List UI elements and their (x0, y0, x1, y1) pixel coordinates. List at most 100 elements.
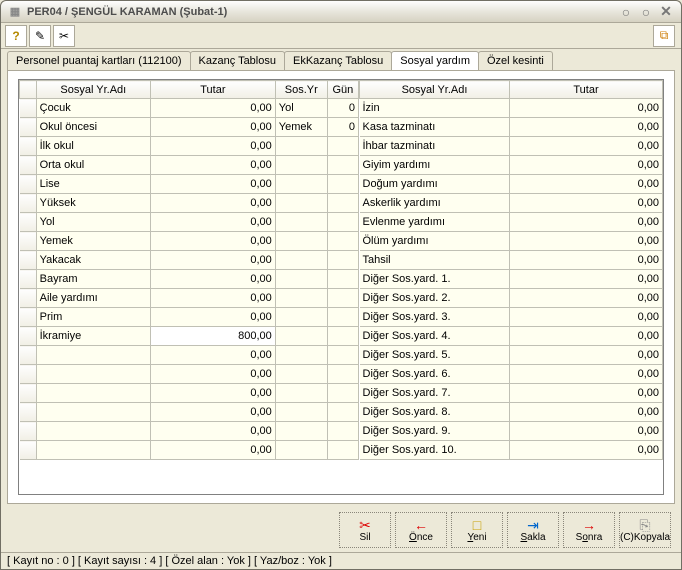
cell-amount[interactable]: 0,00 (151, 441, 276, 460)
sakla-button[interactable]: ⇥Sakla (507, 512, 559, 548)
cell-name[interactable]: İlk okul (36, 137, 150, 156)
row-header[interactable] (20, 137, 37, 156)
row-header[interactable] (20, 346, 37, 365)
table-row[interactable]: Yol0,00 (20, 213, 359, 232)
cell-syr[interactable] (275, 213, 327, 232)
col-name-right[interactable]: Sosyal Yr.Adı (360, 81, 510, 99)
cell-amount[interactable]: 0,00 (510, 251, 663, 270)
cell-name[interactable]: İhbar tazminatı (360, 137, 510, 156)
cell-gun[interactable] (327, 213, 358, 232)
cell-amount[interactable]: 0,00 (510, 289, 663, 308)
table-row[interactable]: Ölüm yardımı0,00 (360, 232, 663, 251)
cell-amount[interactable]: 0,00 (510, 156, 663, 175)
tab-kazanc[interactable]: Kazanç Tablosu (190, 51, 285, 70)
table-row[interactable]: Evlenme yardımı0,00 (360, 213, 663, 232)
cell-name[interactable]: Diğer Sos.yard. 10. (360, 441, 510, 460)
cell-syr[interactable] (275, 232, 327, 251)
tab-personel[interactable]: Personel puantaj kartları (112100) (7, 51, 191, 70)
table-row[interactable]: 0,00 (20, 441, 359, 460)
table-row[interactable]: İhbar tazminatı0,00 (360, 137, 663, 156)
cell-amount[interactable]: 0,00 (510, 441, 663, 460)
row-header[interactable] (20, 422, 37, 441)
cell-syr[interactable]: Yemek (275, 118, 327, 137)
cell-amount[interactable]: 0,00 (510, 99, 663, 118)
cell-name[interactable]: Prim (36, 308, 150, 327)
cell-amount[interactable]: 0,00 (151, 99, 276, 118)
cell-name[interactable]: Bayram (36, 270, 150, 289)
cell-name[interactable] (36, 403, 150, 422)
tab-sosyal[interactable]: Sosyal yardım (391, 51, 479, 70)
table-row[interactable]: Çocuk0,00Yol0 (20, 99, 359, 118)
row-header[interactable] (20, 213, 37, 232)
cell-syr[interactable] (275, 346, 327, 365)
cell-gun[interactable] (327, 365, 358, 384)
row-header[interactable] (20, 99, 37, 118)
cell-amount[interactable]: 0,00 (151, 156, 276, 175)
cell-syr[interactable] (275, 289, 327, 308)
once-button[interactable]: ←Önce (395, 512, 447, 548)
cell-name[interactable] (36, 346, 150, 365)
table-row[interactable]: Diğer Sos.yard. 1.0,00 (360, 270, 663, 289)
row-header[interactable] (20, 156, 37, 175)
cell-amount[interactable]: 0,00 (151, 232, 276, 251)
cell-name[interactable] (36, 422, 150, 441)
cell-name[interactable]: Diğer Sos.yard. 4. (360, 327, 510, 346)
cell-gun[interactable] (327, 327, 358, 346)
cell-syr[interactable] (275, 308, 327, 327)
cell-name[interactable]: Diğer Sos.yard. 1. (360, 270, 510, 289)
table-row[interactable]: Askerlik yardımı0,00 (360, 194, 663, 213)
cell-name[interactable] (36, 384, 150, 403)
cell-syr[interactable] (275, 441, 327, 460)
cell-gun[interactable] (327, 384, 358, 403)
table-row[interactable]: İkramiye800,00 (20, 327, 359, 346)
table-row[interactable]: Diğer Sos.yard. 3.0,00 (360, 308, 663, 327)
cell-gun[interactable] (327, 137, 358, 156)
cell-amount[interactable]: 0,00 (151, 194, 276, 213)
cell-amount[interactable]: 0,00 (510, 346, 663, 365)
table-row[interactable]: Yakacak0,00 (20, 251, 359, 270)
cell-amount[interactable]: 0,00 (510, 137, 663, 156)
cell-amount[interactable]: 0,00 (510, 327, 663, 346)
cell-amount[interactable]: 0,00 (510, 422, 663, 441)
cell-amount[interactable]: 0,00 (510, 213, 663, 232)
table-row[interactable]: Prim0,00 (20, 308, 359, 327)
cell-name[interactable]: İkramiye (36, 327, 150, 346)
table-row[interactable]: Tahsil0,00 (360, 251, 663, 270)
cell-gun[interactable] (327, 422, 358, 441)
cell-amount[interactable]: 0,00 (510, 175, 663, 194)
cell-name[interactable]: Diğer Sos.yard. 9. (360, 422, 510, 441)
cell-name[interactable]: Yakacak (36, 251, 150, 270)
cell-amount[interactable]: 800,00 (151, 327, 276, 346)
cell-gun[interactable]: 0 (327, 118, 358, 137)
cell-name[interactable]: Okul öncesi (36, 118, 150, 137)
cell-amount[interactable]: 0,00 (151, 289, 276, 308)
cell-name[interactable]: Yüksek (36, 194, 150, 213)
col-syr[interactable]: Sos.Yr (275, 81, 327, 99)
col-amount-left[interactable]: Tutar (151, 81, 276, 99)
row-header[interactable] (20, 289, 37, 308)
cell-amount[interactable]: 0,00 (151, 422, 276, 441)
cell-name[interactable]: Yol (36, 213, 150, 232)
cell-name[interactable]: Diğer Sos.yard. 2. (360, 289, 510, 308)
col-amount-right[interactable]: Tutar (510, 81, 663, 99)
table-row[interactable]: Doğum yardımı0,00 (360, 175, 663, 194)
cell-gun[interactable] (327, 289, 358, 308)
cell-gun[interactable] (327, 156, 358, 175)
cell-syr[interactable] (275, 137, 327, 156)
cell-gun[interactable] (327, 251, 358, 270)
cell-amount[interactable]: 0,00 (151, 213, 276, 232)
cell-amount[interactable]: 0,00 (510, 118, 663, 137)
col-gun[interactable]: Gün (327, 81, 358, 99)
cell-syr[interactable] (275, 365, 327, 384)
cell-name[interactable] (36, 441, 150, 460)
cell-name[interactable]: Diğer Sos.yard. 5. (360, 346, 510, 365)
cell-syr[interactable] (275, 270, 327, 289)
cell-amount[interactable]: 0,00 (151, 308, 276, 327)
minimize-button[interactable]: ○ (617, 4, 635, 20)
cell-amount[interactable]: 0,00 (151, 403, 276, 422)
tab-ekkazanc[interactable]: EkKazanç Tablosu (284, 51, 392, 70)
cell-amount[interactable]: 0,00 (510, 232, 663, 251)
table-row[interactable]: Giyim yardımı0,00 (360, 156, 663, 175)
row-header[interactable] (20, 403, 37, 422)
cell-name[interactable]: Tahsil (360, 251, 510, 270)
